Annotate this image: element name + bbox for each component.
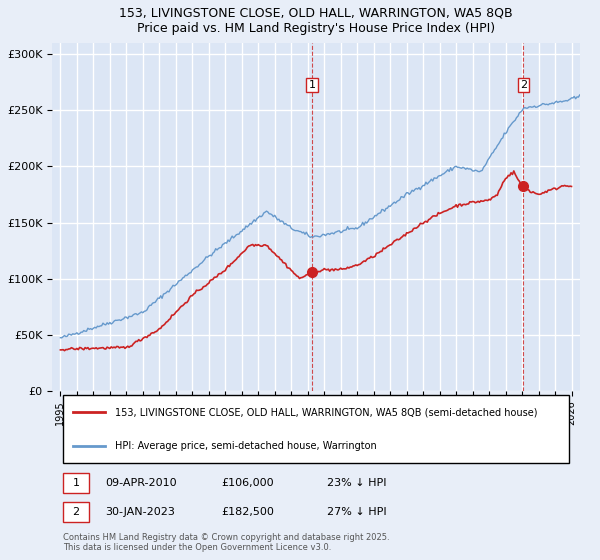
FancyBboxPatch shape — [63, 502, 89, 522]
Text: 2: 2 — [73, 507, 79, 517]
Text: 23% ↓ HPI: 23% ↓ HPI — [326, 478, 386, 488]
FancyBboxPatch shape — [63, 395, 569, 463]
Text: 2: 2 — [520, 80, 527, 90]
Text: 09-APR-2010: 09-APR-2010 — [105, 478, 176, 488]
Text: Contains HM Land Registry data © Crown copyright and database right 2025.
This d: Contains HM Land Registry data © Crown c… — [63, 533, 389, 552]
FancyBboxPatch shape — [63, 473, 89, 493]
Text: 1: 1 — [308, 80, 316, 90]
Text: 1: 1 — [73, 478, 79, 488]
Text: 27% ↓ HPI: 27% ↓ HPI — [326, 507, 386, 517]
Text: £106,000: £106,000 — [221, 478, 274, 488]
Title: 153, LIVINGSTONE CLOSE, OLD HALL, WARRINGTON, WA5 8QB
Price paid vs. HM Land Reg: 153, LIVINGSTONE CLOSE, OLD HALL, WARRIN… — [119, 7, 513, 35]
Text: 30-JAN-2023: 30-JAN-2023 — [105, 507, 175, 517]
Text: 153, LIVINGSTONE CLOSE, OLD HALL, WARRINGTON, WA5 8QB (semi-detached house): 153, LIVINGSTONE CLOSE, OLD HALL, WARRIN… — [115, 407, 538, 417]
Text: HPI: Average price, semi-detached house, Warrington: HPI: Average price, semi-detached house,… — [115, 441, 377, 450]
Text: £182,500: £182,500 — [221, 507, 274, 517]
